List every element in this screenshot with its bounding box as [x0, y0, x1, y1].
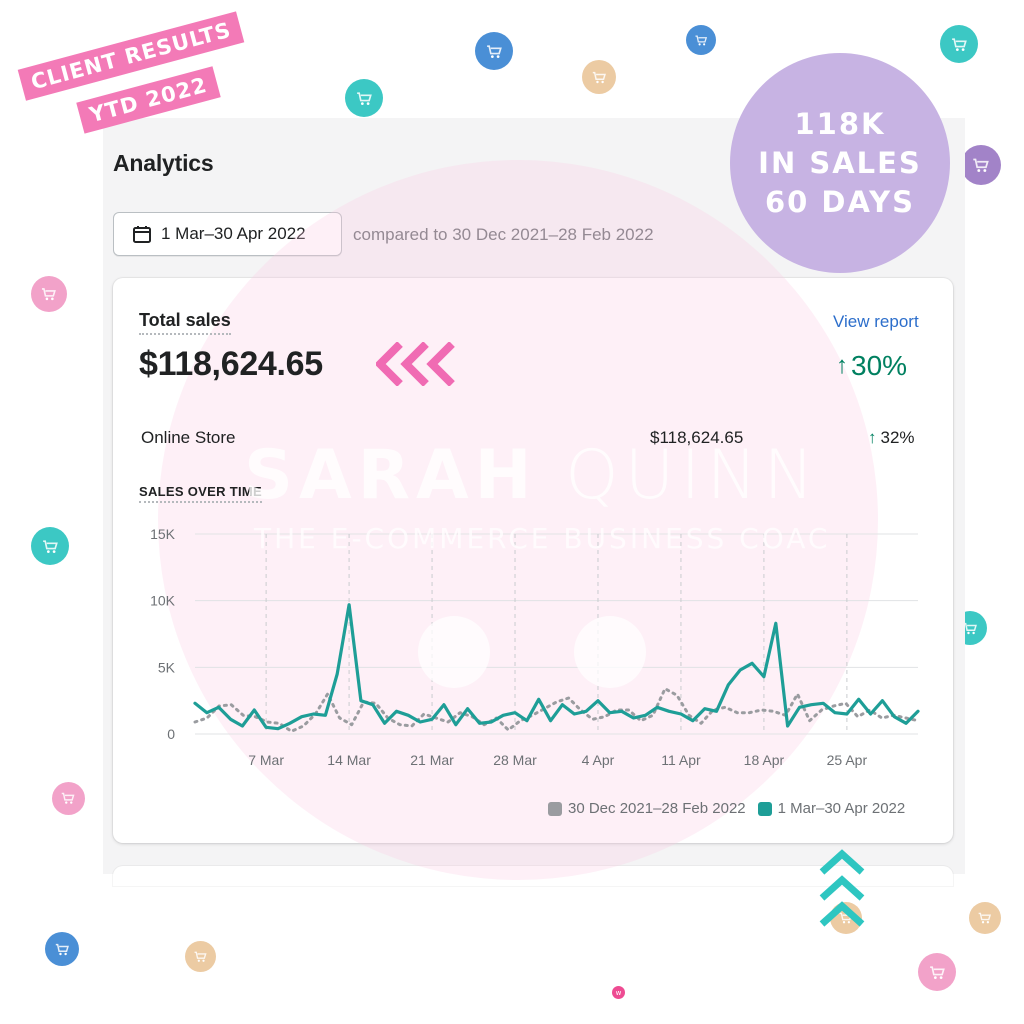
total-sales-change: ↑ 30%: [836, 350, 907, 382]
cart-dot-icon: [475, 32, 513, 70]
date-range-button[interactable]: 1 Mar–30 Apr 2022: [113, 212, 342, 256]
total-sales-card: [113, 278, 953, 843]
cart-dot-icon: [582, 60, 616, 94]
x-tick-label: 28 Mar: [493, 752, 537, 768]
client-results-badge: CLIENT RESULTS YTD 2022: [6, 6, 268, 134]
cart-dot-icon: [969, 902, 1001, 934]
compare-text: compared to 30 Dec 2021–28 Feb 2022: [353, 225, 654, 244]
x-tick-label: 11 Apr: [661, 752, 701, 768]
channel-label: Online Store: [141, 428, 236, 447]
series-line-previous: [193, 687, 920, 733]
channel-change-value: 32%: [880, 428, 915, 447]
legend-label: 30 Dec 2021–28 Feb 2022: [568, 800, 746, 817]
channel-change: ↑ 32%: [868, 428, 915, 448]
legend-swatch: [757, 801, 772, 816]
cart-dot-icon: [918, 953, 956, 991]
cart-dot-icon: [940, 25, 978, 63]
legend-label: 1 Mar–30 Apr 2022: [777, 800, 906, 817]
x-tick-label: 4 Apr: [582, 752, 615, 768]
cart-dot-icon: [31, 276, 67, 312]
view-report-link[interactable]: View report: [833, 312, 919, 331]
cart-dot-icon: [345, 79, 383, 117]
up-chevrons-icon: [819, 849, 865, 927]
x-tick-label: 18 Apr: [744, 752, 785, 768]
left-chevrons-icon: [376, 342, 455, 386]
x-tick-label: 25 Apr: [827, 752, 868, 768]
watermark-logo-icon: w: [612, 986, 625, 999]
date-range-label: 1 Mar–30 Apr 2022: [161, 224, 306, 243]
series-line-current: [193, 603, 920, 731]
total-sales-label[interactable]: Total sales: [139, 310, 231, 335]
cart-dot-icon: [961, 145, 1001, 185]
circle-line-2: IN SALES: [758, 145, 922, 180]
sales-over-time-label[interactable]: SALES OVER TIME: [139, 484, 262, 503]
chart-legend: 30 Dec 2021–28 Feb 2022 1 Mar–30 Apr 202…: [548, 800, 917, 817]
page-title: Analytics: [113, 150, 214, 176]
x-tick-label: 14 Mar: [327, 752, 371, 768]
sales-line-chart: 0 5K 10K 15K 7 Mar 14 Mar 21 Mar 28 Mar 4 Apr 11 …: [150, 526, 920, 768]
x-tick-label: 7 Mar: [248, 752, 284, 768]
legend-item-previous: 30 Dec 2021–28 Feb 2022: [548, 800, 746, 817]
total-sales-value: $118,624.65: [139, 345, 323, 383]
circle-line-1: 118K: [794, 106, 886, 141]
cart-dot-icon: [686, 25, 716, 55]
up-arrow-icon: ↑: [836, 352, 848, 379]
total-change-value: 30%: [851, 350, 908, 381]
y-tick-label: 15K: [150, 526, 176, 542]
next-card: [113, 866, 953, 886]
legend-swatch: [548, 801, 562, 816]
x-tick-label: 21 Mar: [410, 752, 454, 768]
cart-dot-icon: [185, 941, 216, 972]
sales-summary-circle: 118K IN SALES 60 DAYS: [730, 53, 950, 273]
cart-dot-icon: [45, 932, 79, 966]
circle-line-3: 60 DAYS: [764, 184, 916, 219]
cart-dot-icon: [52, 782, 85, 815]
up-arrow-icon: ↑: [868, 428, 877, 447]
y-tick-label: 0: [167, 726, 175, 742]
cart-dot-icon: [31, 527, 69, 565]
y-tick-label: 10K: [150, 593, 176, 609]
channel-value: $118,624.65: [650, 428, 744, 447]
legend-item-current: 1 Mar–30 Apr 2022: [757, 800, 906, 817]
calendar-icon: [133, 226, 151, 243]
y-tick-label: 5K: [158, 659, 176, 675]
